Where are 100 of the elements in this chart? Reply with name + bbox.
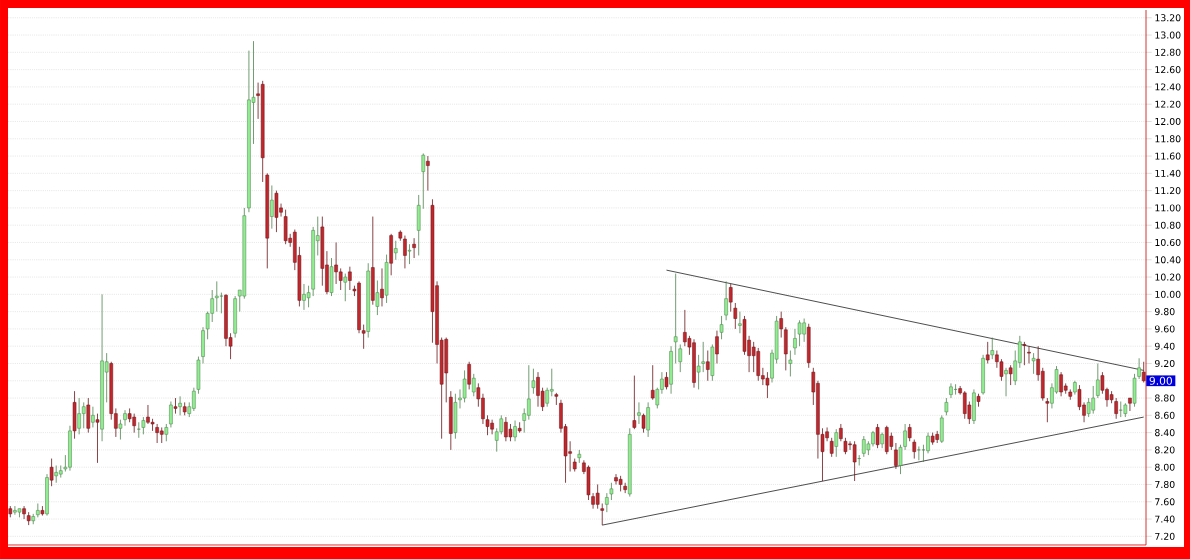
candlestick <box>95 413 100 464</box>
candlestick <box>701 341 705 373</box>
candlestick <box>421 153 426 210</box>
candlestick <box>338 268 343 291</box>
candlestick <box>306 285 311 308</box>
y-tick-label: 7.20 <box>1155 532 1175 540</box>
candlestick <box>426 155 430 192</box>
candlestick <box>1086 397 1091 418</box>
candlestick <box>1022 341 1027 366</box>
y-tick-label: 12.40 <box>1155 83 1181 91</box>
candlestick <box>86 397 91 434</box>
candlestick <box>788 350 793 377</box>
candlestick <box>706 350 710 382</box>
y-tick-label: 13.00 <box>1155 31 1181 39</box>
annotation: 9.00 <box>1149 376 1172 385</box>
candlestick <box>678 344 683 373</box>
candlestick <box>137 421 141 439</box>
y-tick-label: 10.40 <box>1155 256 1181 264</box>
candlestick <box>940 414 944 444</box>
candlestick <box>829 437 834 458</box>
candlestick <box>834 428 839 458</box>
candlestick <box>375 280 380 316</box>
candlestick <box>595 484 600 510</box>
candlestick <box>852 440 857 482</box>
candlestick <box>1128 397 1132 412</box>
candlestick <box>270 185 274 230</box>
candlestick <box>765 371 770 399</box>
candlestick <box>577 449 582 464</box>
y-tick-label: 9.80 <box>1154 308 1175 316</box>
candlestick <box>650 364 655 401</box>
candlestick <box>673 273 678 364</box>
candlestick <box>605 492 609 513</box>
candlestick <box>696 354 701 390</box>
candlestick <box>169 401 173 428</box>
candlestick <box>857 454 861 466</box>
candlestick <box>1114 397 1118 420</box>
y-tick-label: 10.80 <box>1155 221 1181 229</box>
candlestick <box>1096 363 1100 399</box>
candlestick <box>715 330 719 364</box>
y-tick-label: 9.40 <box>1154 342 1175 350</box>
candlestick <box>641 413 646 434</box>
candlestick <box>646 401 650 438</box>
candlestick <box>728 283 733 313</box>
y-tick-label: 11.80 <box>1155 135 1181 143</box>
candlestick <box>719 315 724 340</box>
candlestick <box>412 237 416 259</box>
y-tick-label: 12.00 <box>1155 117 1181 125</box>
y-tick-label: 11.60 <box>1155 152 1181 160</box>
y-tick-label: 8.20 <box>1155 446 1175 454</box>
candlestick <box>1027 345 1031 364</box>
candlestick <box>733 302 738 330</box>
candlestick <box>49 458 54 487</box>
candlestick <box>912 439 917 459</box>
candlestick <box>1045 397 1050 423</box>
y-tick-label: 8.60 <box>1155 411 1175 419</box>
y-tick-label: 12.20 <box>1155 100 1181 108</box>
y-tick-label: 11.20 <box>1155 187 1181 195</box>
candlestick <box>380 268 384 307</box>
candlestick <box>917 446 921 461</box>
y-tick-label: 11.00 <box>1155 204 1181 212</box>
y-tick-label: 12.80 <box>1155 48 1181 56</box>
candlestick <box>178 395 182 416</box>
candlestick <box>949 382 953 399</box>
y-tick-label: 7.80 <box>1155 480 1175 489</box>
y-tick-label: 9.20 <box>1154 359 1175 368</box>
candlestick <box>513 420 517 442</box>
candlestick <box>751 341 756 373</box>
candlestick <box>1008 364 1013 386</box>
y-tick-label: 12.60 <box>1155 66 1181 74</box>
candlestick <box>990 337 995 360</box>
candlestick <box>985 341 990 364</box>
y-tick-label: 10.60 <box>1155 238 1181 246</box>
candlestick <box>393 240 398 261</box>
y-tick-label: 8.40 <box>1155 429 1175 437</box>
candlestick <box>554 392 559 406</box>
candlestick <box>81 401 86 429</box>
candlestick <box>1004 367 1008 397</box>
candlestick <box>219 292 224 314</box>
y-tick-label: 10.20 <box>1155 273 1181 281</box>
candlestick <box>738 311 742 334</box>
candlestick <box>875 423 880 449</box>
candlestick <box>471 373 476 397</box>
y-tick-label: 7.40 <box>1155 515 1175 523</box>
y-tick-label: 11.40 <box>1155 169 1181 177</box>
candlestick <box>724 280 728 321</box>
candlestick <box>600 503 605 526</box>
candlestick <box>343 273 348 302</box>
candlestick <box>926 432 930 454</box>
candlestick <box>215 280 219 313</box>
y-tick-label: 9.60 <box>1154 325 1175 333</box>
y-tick-label: 10.00 <box>1155 290 1181 298</box>
y-tick-label: 7.60 <box>1155 498 1175 506</box>
candlestick <box>953 383 958 395</box>
candlestick <box>894 442 898 470</box>
candlestick <box>637 401 641 425</box>
candlestick <box>531 368 536 395</box>
candlestick <box>632 375 637 430</box>
candlestick <box>91 406 95 428</box>
candlestick <box>407 243 412 265</box>
candlestick <box>173 397 178 415</box>
